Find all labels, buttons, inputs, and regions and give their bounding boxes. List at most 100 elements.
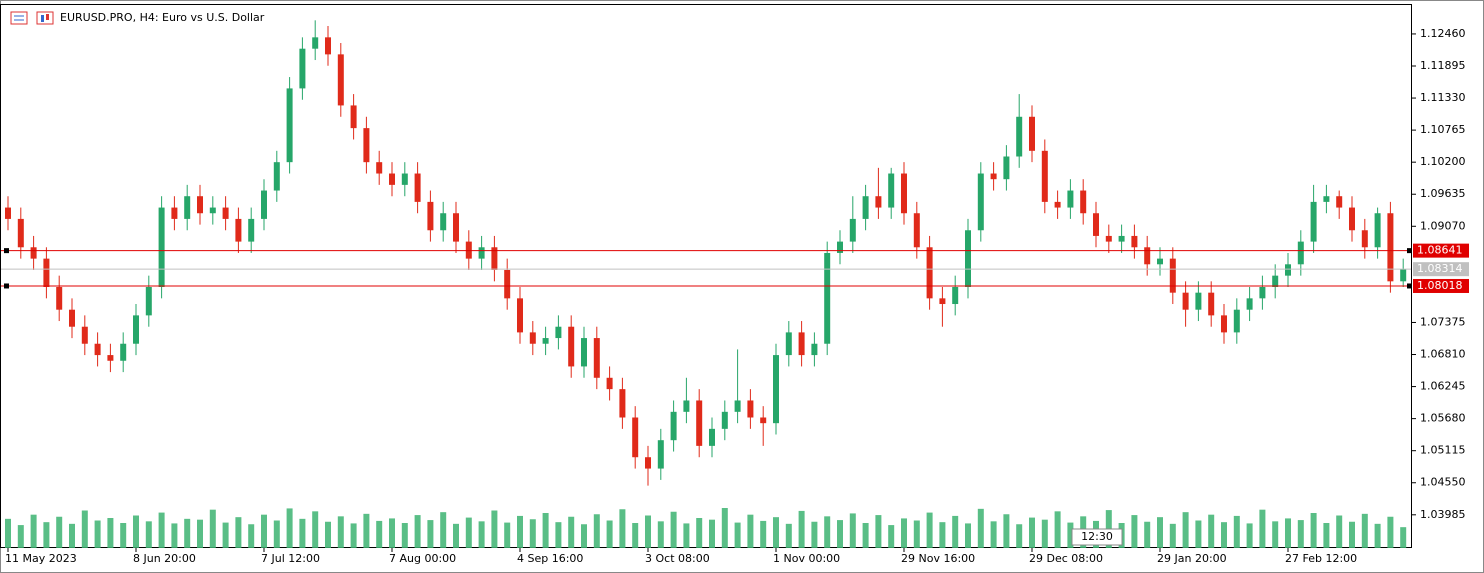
candle-body [1208, 292, 1215, 316]
volume-bar [837, 520, 843, 548]
candle-body [1016, 116, 1023, 157]
volume-bar [491, 510, 498, 548]
candle-body [798, 332, 805, 356]
volume-bar [389, 518, 395, 548]
volume-bar [1272, 521, 1279, 548]
y-tick-label: 1.10765 [1420, 123, 1466, 136]
volume-bar [990, 521, 997, 548]
candle-body [453, 213, 459, 242]
candle-body [926, 247, 933, 299]
volume-bar [811, 521, 818, 548]
volume-bar [709, 519, 715, 548]
volume-bar [785, 523, 792, 548]
y-tick-label: 1.11330 [1420, 91, 1466, 104]
volume-bar [645, 515, 651, 548]
volume-bar [657, 521, 664, 548]
volume-bar [465, 517, 472, 548]
y-tick-label: 1.09635 [1420, 187, 1466, 200]
volume-bar [593, 514, 600, 548]
level-label-box [1413, 243, 1469, 258]
x-tick-label: 11 May 2023 [5, 552, 77, 565]
volume-bar [325, 521, 331, 548]
candle-body [1374, 213, 1381, 248]
volume-bar [798, 510, 805, 548]
volume-bar [414, 515, 421, 548]
candle-body [350, 105, 357, 129]
candle-body [248, 218, 255, 242]
candle-body [1105, 235, 1112, 242]
volume-bar [184, 518, 191, 548]
volume-bar [913, 520, 920, 548]
candle-body [555, 326, 562, 339]
volume-bar [197, 519, 203, 548]
volume-bar [30, 514, 37, 548]
candle-body [773, 355, 779, 424]
volume-bar [158, 512, 165, 548]
level-handle [1407, 283, 1412, 289]
volume-bar [670, 511, 677, 548]
candle-body [645, 457, 651, 469]
volume-bar [747, 514, 754, 548]
volume-bar [606, 520, 613, 548]
candle-body [709, 428, 715, 446]
volume-bar [773, 517, 779, 548]
volume-bar [1221, 522, 1227, 548]
candle-body [952, 286, 959, 305]
candle-body [1259, 286, 1266, 299]
volume-bar [43, 522, 50, 548]
y-tick-label: 1.03985 [1420, 508, 1466, 521]
volume-bar [721, 508, 728, 548]
x-tick-label: 1 Nov 00:00 [773, 552, 840, 565]
volume-bar [350, 523, 357, 548]
candle-body [133, 315, 139, 344]
volume-bar [1259, 509, 1266, 548]
y-tick-label: 1.04550 [1420, 476, 1466, 489]
level-label-box [1413, 262, 1469, 277]
candle-body [670, 411, 677, 441]
volume-bar [261, 514, 267, 548]
volume-bar [81, 510, 88, 548]
candle-body [875, 196, 882, 208]
volume-bar [1195, 520, 1202, 548]
volume-bar [542, 513, 549, 548]
y-tick-label: 1.12460 [1420, 27, 1466, 40]
volume-bar [619, 509, 626, 548]
volume-bar [209, 509, 216, 548]
candle-body [862, 196, 869, 219]
candle-body [1310, 201, 1317, 242]
candle-body [145, 286, 152, 316]
candle-body [1029, 116, 1035, 151]
candle-body [1349, 207, 1355, 231]
volume-bar [1387, 516, 1394, 548]
candle-body [273, 162, 280, 191]
candle-body [517, 298, 523, 333]
x-tick-label: 4 Sep 16:00 [517, 552, 583, 565]
candle-body [261, 190, 267, 219]
timer-box [1071, 528, 1123, 546]
volume-bar [248, 524, 255, 548]
candle-body [1221, 315, 1227, 333]
volume-bar [529, 519, 536, 548]
volume-bar [235, 517, 242, 548]
candle-body [1361, 230, 1368, 248]
y-tick-label: 1.05680 [1420, 412, 1466, 425]
candle-body [1246, 298, 1253, 310]
level-handle [1407, 248, 1412, 254]
candle-body [747, 400, 754, 418]
candle-body [785, 332, 792, 356]
candle-body [107, 355, 114, 361]
volume-bar [760, 520, 767, 548]
candle-body [1195, 292, 1202, 310]
candle-body [43, 258, 50, 287]
candle-body [478, 247, 485, 259]
volume-bar [286, 508, 293, 548]
candle-body [184, 196, 191, 219]
candle-body [235, 218, 242, 242]
volume-bar [1233, 515, 1240, 548]
volume-bar [632, 523, 639, 548]
volume-bar [568, 516, 575, 548]
volume-bar [555, 522, 562, 548]
volume-bar [171, 523, 178, 548]
volume-bar [939, 522, 946, 548]
candle-body [977, 173, 984, 231]
